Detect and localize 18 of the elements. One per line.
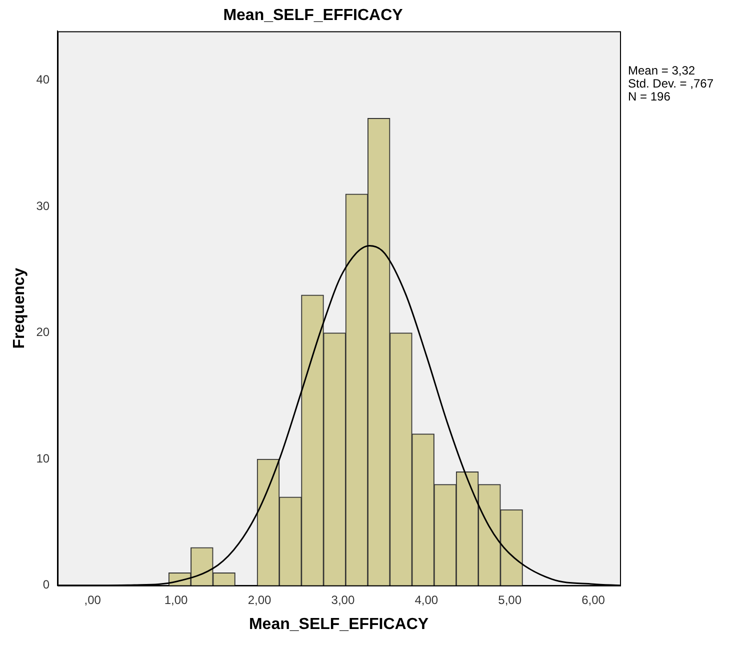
text: N = 196 [628, 90, 671, 104]
y-tick-label: 20 [36, 325, 50, 340]
x-tick-label: ,00 [84, 592, 102, 607]
x-axis-title: Mean_SELF_EFFICACY [248, 616, 429, 633]
x-tick-label: 4,00 [414, 592, 438, 607]
y-tick-label: 30 [36, 198, 50, 213]
x-tick-label: 5,00 [498, 592, 522, 607]
x-tick-label: 1,00 [164, 592, 188, 607]
x-tick-label: 3,00 [331, 592, 355, 607]
chart-title: Mean_SELF_EFFICACY [223, 7, 404, 24]
y-tick-label: 0 [42, 578, 50, 592]
text: Mean = 3,32 [628, 64, 696, 78]
y-axis-title: Frequency [11, 268, 28, 349]
text: Std. Dev. = ,767 [628, 76, 714, 91]
y-tick-label: 40 [36, 72, 50, 87]
x-tick-label: 2,00 [248, 592, 272, 607]
y-tick-label: 10 [36, 451, 50, 466]
x-tick-label: 6,00 [582, 592, 606, 607]
